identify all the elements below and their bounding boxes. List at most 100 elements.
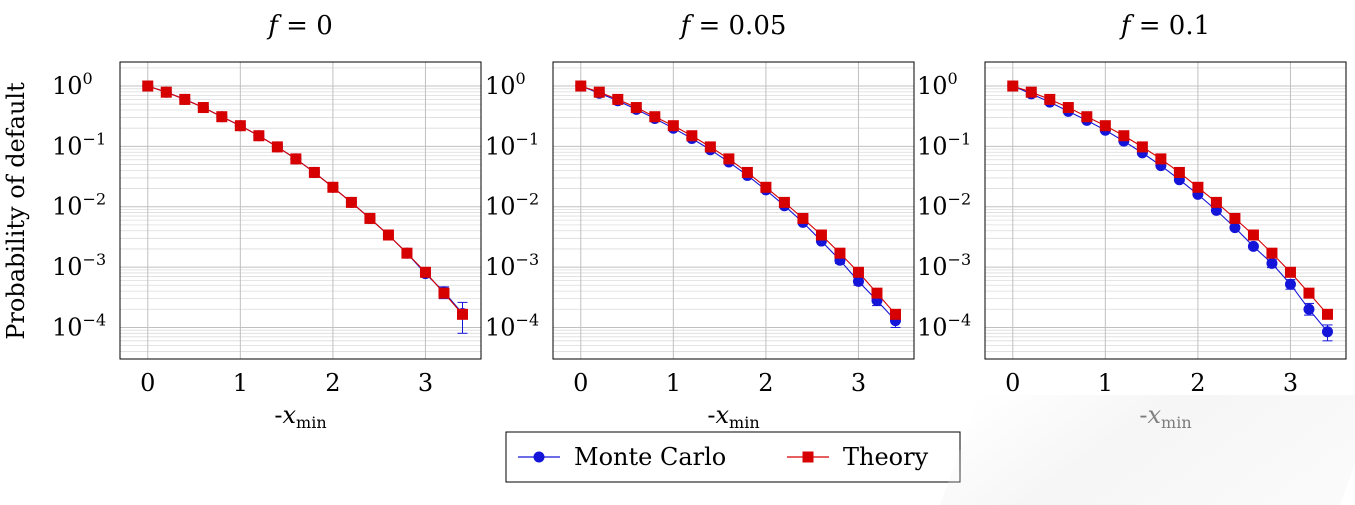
theory-point [1025, 86, 1037, 98]
x-tick-label: 0 [1005, 369, 1020, 397]
theory-point [401, 247, 413, 259]
theory-point [852, 266, 864, 278]
theory-point [1044, 93, 1056, 105]
x-axis-label: -xmin [1139, 401, 1191, 432]
theory-point [308, 166, 320, 178]
y-tick-label: 100 [485, 69, 526, 100]
theory-point [778, 196, 790, 208]
x-tick-label: 1 [1098, 369, 1113, 397]
legend-mc-label: Monte Carlo [574, 443, 726, 471]
theory-point [290, 153, 302, 165]
monte-carlo-line [1012, 85, 1328, 333]
theory-line [580, 85, 896, 315]
theory-point [1210, 196, 1222, 208]
monte-carlo-point [852, 275, 864, 287]
legend: Monte Carlo Theory [505, 431, 961, 483]
panel-1: 0 1 2 3 100 10−1 10−2 10−3 10−4 f = 0 -xmin [52, 11, 482, 432]
theory-point [1303, 287, 1315, 299]
panel-3: 0 1 2 3 100 10−1 10−2 10−3 10−4 f = 0.1 -xmin [917, 11, 1347, 432]
monte-carlo-point [1266, 257, 1278, 269]
x-tick-label: 2 [758, 369, 773, 397]
y-tick-label: 100 [917, 69, 958, 100]
theory-point [1081, 111, 1093, 123]
theory-point [760, 181, 772, 193]
theory-point [364, 212, 376, 224]
y-tick-label: 10−3 [485, 250, 539, 281]
theory-line [147, 85, 463, 315]
theory-point [456, 308, 468, 320]
y-tick-label: 10−3 [917, 250, 971, 281]
monte-carlo-line [147, 85, 463, 314]
x-tick-label: 2 [325, 369, 340, 397]
y-axis-label: Probability of default [2, 82, 30, 340]
theory-point [1173, 166, 1185, 178]
y-tick-label: 10−4 [485, 310, 539, 341]
panel-title: f = 0.05 [679, 11, 787, 41]
y-tick-label: 10−4 [917, 310, 971, 341]
x-tick-label: 0 [140, 369, 155, 397]
theory-point [649, 111, 661, 123]
y-tick-label: 10−1 [917, 129, 971, 160]
theory-point [179, 93, 191, 105]
theory-point [160, 86, 172, 98]
theory-line [1012, 85, 1328, 315]
y-tick-label: 10−2 [485, 190, 539, 221]
y-tick-label: 10−2 [917, 190, 971, 221]
theory-point [871, 287, 883, 299]
legend-theory-marker [802, 451, 814, 463]
theory-point [723, 153, 735, 165]
theory-point [234, 120, 246, 132]
x-tick-label: 3 [418, 369, 433, 397]
y-tick-label: 100 [52, 69, 93, 100]
theory-point [345, 196, 357, 208]
y-tick-label: 10−1 [485, 129, 539, 160]
monte-carlo-point [1229, 222, 1241, 234]
theory-point [1247, 229, 1259, 241]
x-tick-label: 2 [1190, 369, 1205, 397]
theory-point [1155, 153, 1167, 165]
panel-title: f = 0.1 [1119, 11, 1210, 41]
theory-point [1007, 80, 1019, 92]
theory-point [834, 247, 846, 259]
theory-point [253, 130, 265, 142]
theory-point [797, 212, 809, 224]
plot-frame [119, 61, 482, 360]
theory-point [630, 102, 642, 114]
x-tick-label: 3 [1283, 369, 1298, 397]
y-tick-label: 10−3 [52, 250, 106, 281]
theory-point [419, 266, 431, 278]
theory-point [197, 102, 209, 114]
plot-frame [552, 61, 915, 360]
theory-point [142, 80, 154, 92]
theory-point [593, 86, 605, 98]
legend-box [505, 431, 961, 483]
theory-point [704, 141, 716, 153]
legend-mc-marker [533, 451, 545, 463]
monte-carlo-point [1321, 326, 1333, 338]
theory-point [382, 229, 394, 241]
plot-frame [984, 61, 1347, 360]
theory-point [815, 229, 827, 241]
theory-point [741, 166, 753, 178]
theory-point [327, 181, 339, 193]
theory-point [1321, 308, 1333, 320]
theory-point [612, 93, 624, 105]
theory-point [438, 287, 450, 299]
x-tick-label: 0 [573, 369, 588, 397]
theory-point [216, 111, 228, 123]
panel-2: 0 1 2 3 100 10−1 10−2 10−3 10−4 f = 0.05 -xmin [485, 11, 915, 432]
x-tick-label: 3 [851, 369, 866, 397]
monte-carlo-point [1303, 303, 1315, 315]
theory-point [575, 80, 587, 92]
monte-carlo-point [1247, 240, 1259, 252]
x-tick-label: 1 [233, 369, 248, 397]
theory-point [1192, 181, 1204, 193]
theory-point [1266, 247, 1278, 259]
theory-point [667, 120, 679, 132]
panel-title: f = 0 [266, 11, 332, 41]
theory-point [1099, 120, 1111, 132]
legend-theory-label: Theory [843, 443, 929, 471]
theory-point [1284, 266, 1296, 278]
